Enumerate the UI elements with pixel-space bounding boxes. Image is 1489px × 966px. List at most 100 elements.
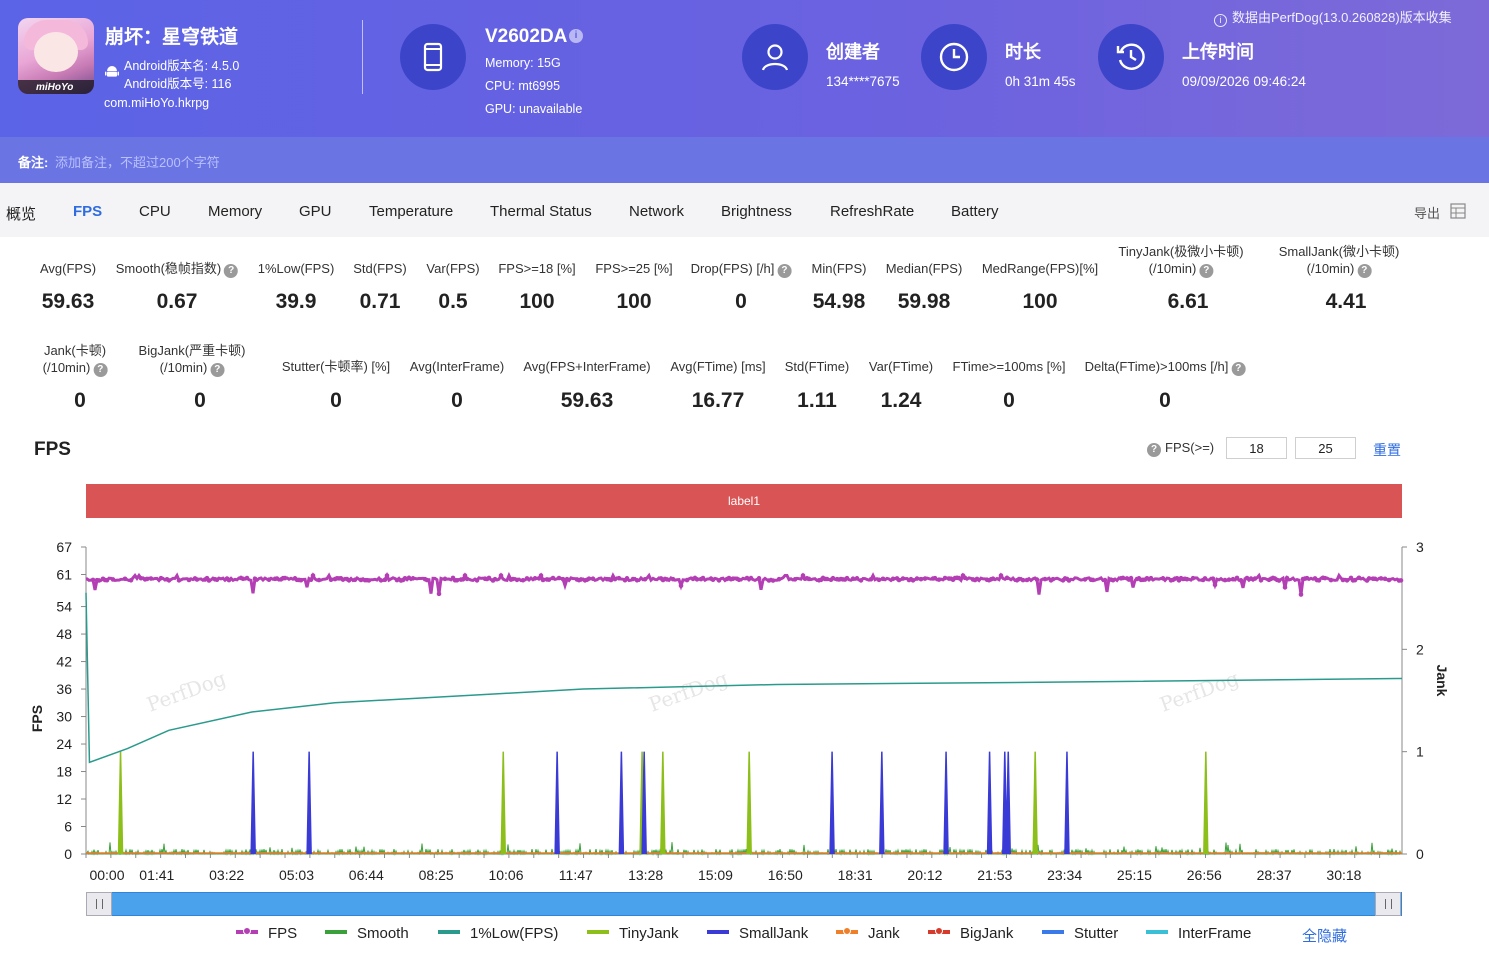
series-fps-point [382,577,388,583]
legend-label: TinyJank [619,925,679,942]
tab-fps[interactable]: FPS [73,203,103,220]
series-tinyjank-spike [660,751,666,855]
series-fps-point [932,575,938,581]
series-fps-point [962,575,968,581]
series-smalljank-spike [986,751,993,855]
fps-threshold-input-2[interactable] [1295,437,1356,459]
export-icon[interactable] [1450,203,1466,219]
series-fps-point [1004,575,1010,581]
tab-refreshrate[interactable]: RefreshRate [830,203,915,220]
help-icon[interactable]: ? [210,363,225,377]
series-fps-point [1090,577,1096,583]
help-icon[interactable]: ? [1147,443,1161,457]
slider-handle-right[interactable] [1375,892,1401,916]
y-tick-label: 42 [56,654,72,670]
metric-value: 59.63 [560,389,614,412]
legend-item[interactable]: TinyJank [587,925,678,942]
app-icon: miHoYo [18,18,94,94]
series-fps-point [540,577,546,583]
tab-battery[interactable]: Battery [951,203,999,220]
metric-label: Drop(FPS) [/h]? [691,260,792,278]
series-fps-point [766,578,772,583]
help-icon[interactable]: ? [1199,264,1214,278]
note-input[interactable]: 添加备注，不超过200个字符 [55,155,220,170]
fps-threshold-input-1[interactable] [1226,437,1287,459]
legend-item[interactable]: Stutter [1042,925,1118,942]
device-memory: Memory: 15G [485,56,561,70]
series-fps-point [252,576,258,582]
series-fps-point [1024,577,1030,583]
y-axis-title: FPS [29,705,45,732]
series-fps-point [474,578,480,583]
help-icon[interactable]: ? [224,264,239,278]
app-icon-logo-text: miHoYo [36,82,74,93]
time-range-slider[interactable] [86,892,1402,916]
user-icon [742,24,808,90]
tab-temperature[interactable]: Temperature [369,203,454,220]
info-circle-icon: i [1214,14,1227,27]
help-icon[interactable]: ? [93,363,108,377]
series-fps-point [96,578,102,583]
y-tick-label: 24 [56,736,72,752]
series-smalljank-spike [1064,751,1070,855]
metric-value: 1.24 [880,389,922,412]
metric-value: 54.98 [812,290,866,313]
tab-cpu[interactable]: CPU [139,203,171,220]
hide-all-button[interactable]: 全隐藏 [1302,928,1348,945]
tab-network[interactable]: Network [629,203,685,220]
watermark-text: PerfDog [1157,666,1243,717]
series-smalljank-spike [1002,751,1008,855]
tab-gpu[interactable]: GPU [299,203,332,220]
series-fps-point [410,576,416,581]
slider-handle-left[interactable] [86,892,112,916]
device-info-icon[interactable]: i [569,29,583,43]
help-icon[interactable]: ? [777,264,792,278]
series-fps-point [1102,577,1108,583]
metric-label: BigJank(严重卡顿) (/10min)? [138,343,246,377]
legend-item[interactable]: Smooth [325,925,409,942]
chart-label-band[interactable]: label1 [86,484,1402,518]
legend-label: SmallJank [739,925,809,942]
fps-chart[interactable]: PerfDogPerfDogPerfDogPerfDogPerfDogPerfD… [0,520,1489,890]
help-icon[interactable]: ? [1231,362,1246,376]
tab-memory[interactable]: Memory [208,203,263,220]
legend-swatch [438,930,460,934]
legend-item[interactable]: BigJank [928,925,1013,942]
tab-brightness[interactable]: Brightness [721,203,792,220]
series-smooth-line [85,842,1402,856]
series-fps-point [214,577,220,583]
series-fps-point [406,575,412,581]
series-fps-point [550,575,556,581]
legend-label: FPS [268,925,298,942]
series-fps-point [186,577,192,583]
tab-thermal-status[interactable]: Thermal Status [490,203,592,220]
metric-label: Std(FTime) [784,359,850,374]
app-header: miHoYo 崩坏：星穹铁道 Android版本名: 4.5.0 Android… [0,0,1489,137]
series-fps-point [514,577,520,583]
tab-overview[interactable]: 概览 [6,206,37,223]
export-button[interactable]: 导出 [1414,206,1441,221]
legend-item[interactable]: FPS [236,925,297,942]
series-fps-point [890,576,896,582]
series-fps-point [736,577,742,583]
series-fps-point [670,576,676,582]
series-fps-point [1066,578,1072,583]
legend-item[interactable]: Jank [836,925,900,942]
legend-item[interactable]: 1%Low(FPS) [438,925,558,942]
series-fps-point [104,577,110,583]
series-fps-point [1382,576,1388,582]
series-fps-point [1284,575,1290,581]
series-fps-point [1356,575,1362,581]
series-fps-point [148,576,154,581]
series-fps-point [1352,577,1358,583]
series-fps-point [158,575,164,581]
series-fps-point [282,575,288,581]
legend-item[interactable]: SmallJank [707,925,808,942]
legend-item[interactable]: InterFrame [1146,925,1251,942]
series-fps-point [1248,576,1254,581]
note-bar[interactable]: 备注: 添加备注，不超过200个字符 [0,137,1489,183]
help-icon[interactable]: ? [1357,264,1372,278]
legend-label: Stutter [1074,925,1119,942]
series-fps-point [776,576,782,582]
reset-button[interactable]: 重置 [1373,442,1401,458]
